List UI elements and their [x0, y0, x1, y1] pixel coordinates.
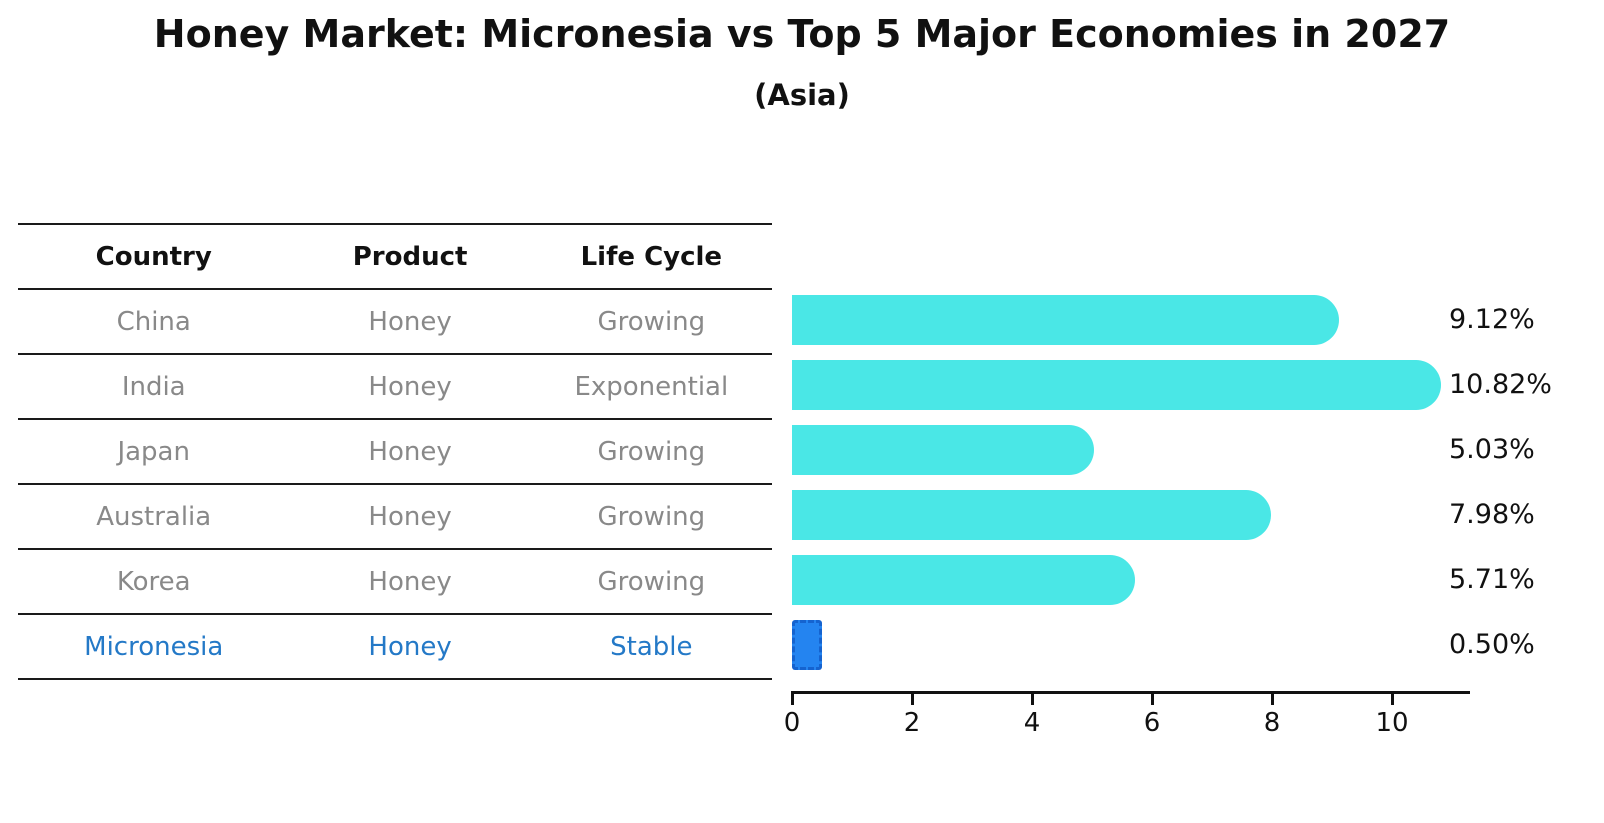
x-axis-tick: [1151, 691, 1154, 705]
cell-lifecycle: Exponential: [574, 371, 729, 402]
country-table: Country Product Life Cycle China Honey G…: [18, 223, 772, 680]
cell-product: Honey: [368, 436, 452, 467]
x-axis-tick: [1031, 691, 1034, 705]
table-header-row: Country Product Life Cycle: [18, 223, 772, 288]
bar-value-label: 5.03%: [1449, 434, 1535, 465]
bar-korea: [792, 555, 1135, 605]
table-row-japan: Japan Honey Growing: [18, 418, 772, 483]
x-axis-tick: [791, 691, 794, 705]
x-axis-tick: [1271, 691, 1274, 705]
x-axis-line: [792, 691, 1470, 694]
cell-lifecycle: Growing: [597, 306, 706, 337]
column-header-lifecycle: Life Cycle: [580, 241, 723, 272]
bar-japan: [792, 425, 1094, 475]
cell-country: China: [116, 306, 191, 337]
chart-title: Honey Market: Micronesia vs Top 5 Major …: [153, 12, 1451, 56]
cell-product: Honey: [368, 631, 452, 662]
cell-lifecycle: Growing: [597, 436, 706, 467]
x-axis-tick: [911, 691, 914, 705]
x-axis-tick-label: 0: [783, 708, 801, 738]
x-axis-tick-label: 10: [1375, 708, 1409, 738]
x-axis-tick-label: 4: [1023, 708, 1041, 738]
bar-china: [792, 295, 1339, 345]
cell-country: Australia: [96, 501, 212, 532]
cell-country: Micronesia: [84, 631, 224, 662]
bar-value-label: 9.12%: [1449, 304, 1535, 335]
table-row-india: India Honey Exponential: [18, 353, 772, 418]
bar-value-label: 5.71%: [1449, 564, 1535, 595]
cell-country: India: [121, 371, 186, 402]
bar-micronesia: [792, 620, 822, 670]
x-axis-tick-label: 8: [1263, 708, 1281, 738]
table-row-australia: Australia Honey Growing: [18, 483, 772, 548]
column-header-product: Product: [352, 241, 468, 272]
bar-value-label: 7.98%: [1449, 499, 1535, 530]
cell-lifecycle: Stable: [610, 631, 693, 662]
table-row-korea: Korea Honey Growing: [18, 548, 772, 613]
table-row-micronesia: Micronesia Honey Stable: [18, 613, 772, 678]
bar-india: [792, 360, 1441, 410]
cell-product: Honey: [368, 566, 452, 597]
cell-product: Honey: [368, 371, 452, 402]
bar-australia: [792, 490, 1271, 540]
bar-value-label: 0.50%: [1449, 629, 1535, 660]
x-axis-tick-label: 2: [903, 708, 921, 738]
cell-product: Honey: [368, 306, 452, 337]
cell-country: Korea: [116, 566, 191, 597]
bar-value-label: 10.82%: [1449, 369, 1552, 400]
column-header-country: Country: [95, 241, 212, 272]
table-row-china: China Honey Growing: [18, 288, 772, 353]
x-axis-tick-label: 6: [1143, 708, 1161, 738]
chart-subtitle: (Asia): [754, 78, 850, 112]
cell-product: Honey: [368, 501, 452, 532]
cell-lifecycle: Growing: [597, 566, 706, 597]
x-axis-tick: [1391, 691, 1394, 705]
cell-country: Japan: [117, 436, 190, 467]
cell-lifecycle: Growing: [597, 501, 706, 532]
